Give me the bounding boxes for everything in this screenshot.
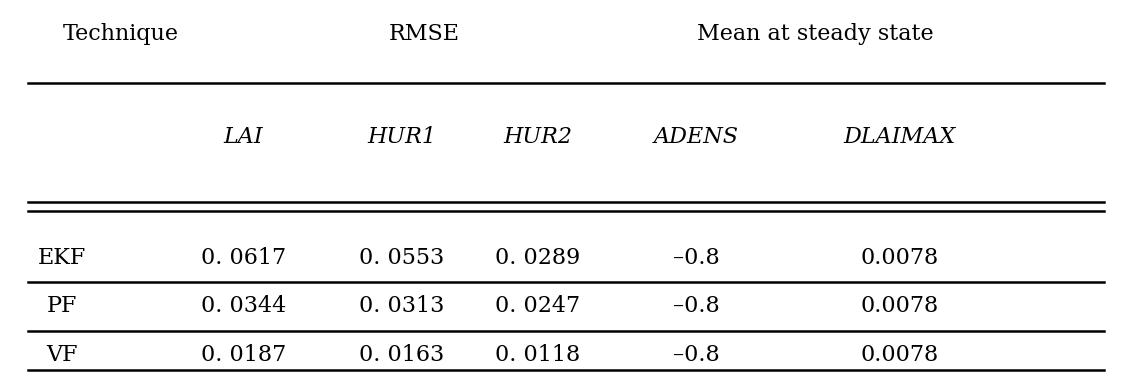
Text: EKF: EKF (38, 247, 86, 268)
Text: HUR2: HUR2 (504, 126, 572, 148)
Text: 0.0078: 0.0078 (860, 344, 940, 366)
Text: 0.0078: 0.0078 (860, 296, 940, 317)
Text: 0. 0313: 0. 0313 (359, 296, 445, 317)
Text: 0. 0617: 0. 0617 (200, 247, 286, 268)
Text: 0. 0289: 0. 0289 (495, 247, 581, 268)
Text: 0. 0247: 0. 0247 (495, 296, 581, 317)
Text: 0. 0163: 0. 0163 (359, 344, 445, 366)
Text: ADENS: ADENS (653, 126, 739, 148)
Text: 0. 0553: 0. 0553 (359, 247, 445, 268)
Text: –0.8: –0.8 (672, 296, 720, 317)
Text: 0.0078: 0.0078 (860, 247, 940, 268)
Text: LAI: LAI (223, 126, 264, 148)
Text: RMSE: RMSE (389, 23, 460, 45)
Text: –0.8: –0.8 (672, 344, 720, 366)
Text: HUR1: HUR1 (368, 126, 436, 148)
Text: Mean at steady state: Mean at steady state (696, 23, 934, 45)
Text: DLAIMAX: DLAIMAX (843, 126, 957, 148)
Text: 0. 0187: 0. 0187 (200, 344, 286, 366)
Text: 0. 0118: 0. 0118 (495, 344, 581, 366)
Text: PF: PF (48, 296, 77, 317)
Text: –0.8: –0.8 (672, 247, 720, 268)
Text: 0. 0344: 0. 0344 (200, 296, 286, 317)
Text: Technique: Technique (62, 23, 178, 45)
Text: VF: VF (46, 344, 78, 366)
